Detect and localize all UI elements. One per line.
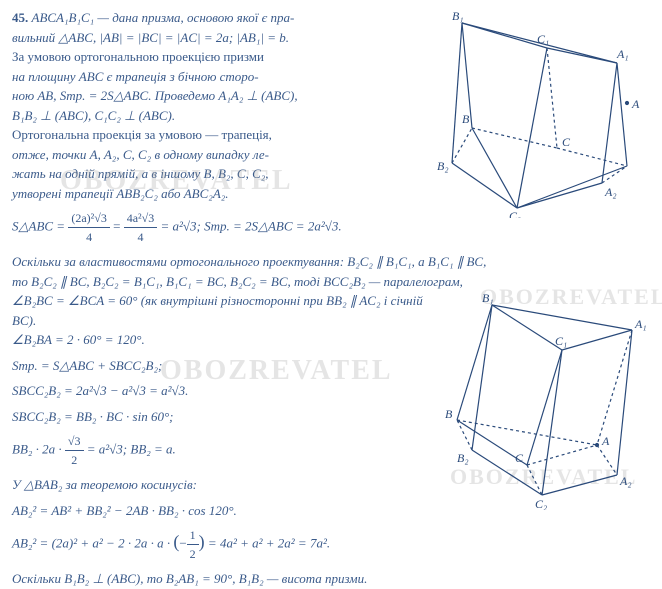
label-B1: B₁ xyxy=(482,291,494,305)
problem-line: Ортогональна проекція за умовою — трапец… xyxy=(12,125,432,145)
problem-line: утворені трапеції ABB₂C₂ або ABC₂A₂. xyxy=(12,184,432,204)
label-A: A xyxy=(601,434,610,448)
label-B: B xyxy=(445,407,453,421)
label-C2: C₂ xyxy=(509,209,521,218)
body-line: Оскільки B₁B₂ ⊥ (ABC), то B₂AB₁ = 90°, B… xyxy=(12,569,650,589)
problem-text: 45. ABCA₁B₁C₁ — дана призма, основою яко… xyxy=(12,8,432,252)
label-B: B xyxy=(462,112,470,126)
body-line: AB₂² = AB² + BB₂² − 2AB · BB₂ · cos 120°… xyxy=(12,501,432,521)
label-C2: C₂ xyxy=(535,497,547,510)
frac-den: 2 xyxy=(65,451,84,469)
body-line: то B₂C₂ ∥ BC, B₂C₂ = B₁C₁, B₁C₁ = BC, B₂… xyxy=(12,272,650,292)
label-C1: C₁ xyxy=(555,334,567,348)
prism-figure-2: B₁ A₁ C₁ B A C B₂ A₂ C₂ xyxy=(437,290,652,516)
label-B1: B₁ xyxy=(452,9,464,23)
body-line: SBCC₂B₂ = BB₂ · BC · sin 60°; xyxy=(12,407,432,427)
formula-text: S△ABC = xyxy=(12,218,65,233)
problem-line: B₁B₂ ⊥ (ABC), C₁C₂ ⊥ (ABC). xyxy=(12,106,432,126)
problem-line: на площину ABC є трапеція з бічною сторо… xyxy=(12,67,432,87)
frac-num: 4a²√3 xyxy=(124,209,158,228)
body-line: ∠B₂BC = ∠BCA = 60° (як внутрішні різност… xyxy=(12,291,432,330)
problem-line: ABCA₁B₁C₁ — дана призма, основою якої є … xyxy=(32,10,295,25)
label-A: A xyxy=(631,97,640,111)
formula-text: = a²√3; BB₂ = a. xyxy=(87,441,176,456)
frac-num: 1 xyxy=(187,526,199,545)
body-line: Оскільки за властивостями ортогонального… xyxy=(12,252,650,272)
label-A2: A₂ xyxy=(604,185,617,199)
label-A1: A₁ xyxy=(634,317,647,331)
label-B2: B₂ xyxy=(437,159,449,173)
prism-svg-2: B₁ A₁ C₁ B A C B₂ A₂ C₂ xyxy=(437,290,652,510)
formula-ab2: AB₂² = (2a)² + a² − 2 · 2a · a · (−12) =… xyxy=(12,526,650,563)
formula-bb2: BB₂ · 2a · √32 = a²√3; BB₂ = a. xyxy=(12,432,432,469)
problem-line: отже, точки A, A₂, C, C₂ в одному випадк… xyxy=(12,145,432,165)
problem-line: вильний △ABC, |AB| = |BC| = |AC| = 2a; |… xyxy=(12,28,432,48)
formula-area: S△ABC = (2a)²√34 = 4a²√34 = a²√3; Sтр. =… xyxy=(12,209,432,246)
frac-num: √3 xyxy=(65,432,84,451)
problem-line: За умовою ортогональною проекцією призми xyxy=(12,47,432,67)
formula-text: = xyxy=(113,218,120,233)
label-A1: A₁ xyxy=(616,47,629,61)
problem-number: 45. xyxy=(12,10,28,25)
body-line: У △BAB₂ за теоремою косинусів: xyxy=(12,475,432,495)
frac-den: 4 xyxy=(68,228,110,246)
formula-text: = 4a² + a² + 2a² = 7a². xyxy=(208,535,330,550)
body-line: ∠B₂BA = 2 · 60° = 120°. xyxy=(12,330,432,350)
label-B2: B₂ xyxy=(457,451,469,465)
body-line: Sтр. = S△ABC + SBCC₂B₂; xyxy=(12,356,432,376)
problem-line: жать на одній прямій, а в іншому B, B₂, … xyxy=(12,164,432,184)
label-A2: A₂ xyxy=(619,474,632,488)
formula-text: = a²√3; Sтр. = 2S△ABC = 2a²√3. xyxy=(160,218,341,233)
prism-svg-1: B₁ A₁ C₁ B A C B₂ A₂ C₂ xyxy=(437,8,652,218)
label-C1: C₁ xyxy=(537,32,549,46)
problem-line: ною AB, Sтр. = 2S△ABC. Проведемо A₁A₂ ⊥ … xyxy=(12,86,432,106)
frac-den: 2 xyxy=(187,545,199,563)
formula-text: BB₂ · 2a · xyxy=(12,441,62,456)
label-C: C xyxy=(562,135,571,149)
frac-num: (2a)²√3 xyxy=(68,209,110,228)
label-C: C xyxy=(515,451,524,465)
frac-den: 4 xyxy=(124,228,158,246)
prism-figure-1: B₁ A₁ C₁ B A C B₂ A₂ C₂ xyxy=(437,8,652,224)
body-line: SBCC₂B₂ = 2a²√3 − a²√3 = a²√3. xyxy=(12,381,432,401)
formula-text: AB₂² = (2a)² + a² − 2 · 2a · a · xyxy=(12,535,170,550)
